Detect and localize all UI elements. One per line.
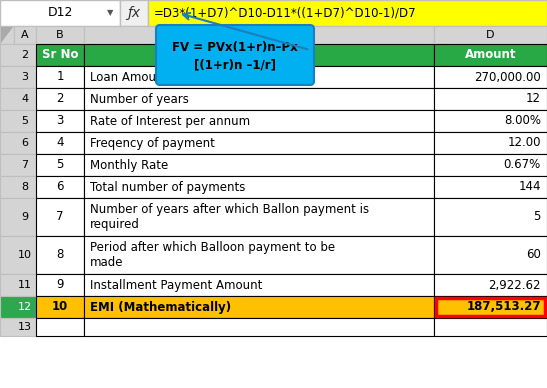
FancyBboxPatch shape — [36, 132, 84, 154]
FancyBboxPatch shape — [36, 198, 84, 236]
FancyBboxPatch shape — [84, 318, 434, 336]
Text: 12.00: 12.00 — [508, 137, 541, 149]
FancyBboxPatch shape — [434, 110, 547, 132]
FancyBboxPatch shape — [0, 0, 120, 26]
Text: Installment Payment Amount: Installment Payment Amount — [90, 279, 263, 291]
Text: FV = PVx(1+r)n–Px: FV = PVx(1+r)n–Px — [172, 40, 298, 54]
FancyBboxPatch shape — [84, 274, 434, 296]
FancyBboxPatch shape — [84, 66, 434, 88]
Text: D12: D12 — [47, 7, 73, 19]
Text: ƒx: ƒx — [127, 6, 141, 20]
FancyBboxPatch shape — [36, 318, 84, 336]
FancyBboxPatch shape — [434, 66, 547, 88]
FancyBboxPatch shape — [0, 154, 36, 176]
Text: 6: 6 — [21, 138, 28, 148]
FancyBboxPatch shape — [120, 0, 148, 26]
Text: 60: 60 — [526, 248, 541, 262]
Text: 7: 7 — [21, 160, 28, 170]
FancyBboxPatch shape — [36, 66, 84, 88]
Text: Amount: Amount — [465, 48, 516, 62]
Text: Total number of payments: Total number of payments — [90, 180, 246, 194]
FancyBboxPatch shape — [0, 88, 36, 110]
FancyBboxPatch shape — [84, 132, 434, 154]
FancyBboxPatch shape — [156, 25, 314, 85]
Text: 4: 4 — [56, 137, 64, 149]
Text: 270,000.00: 270,000.00 — [474, 71, 541, 83]
FancyBboxPatch shape — [84, 176, 434, 198]
Text: 11: 11 — [18, 280, 32, 290]
FancyBboxPatch shape — [434, 296, 547, 318]
Text: [(1+r)n –1/r]: [(1+r)n –1/r] — [194, 59, 276, 71]
FancyBboxPatch shape — [434, 274, 547, 296]
Text: Rate of Interest per annum: Rate of Interest per annum — [90, 114, 250, 128]
Text: Particulars: Particulars — [223, 48, 295, 62]
FancyBboxPatch shape — [14, 26, 36, 44]
FancyBboxPatch shape — [36, 274, 84, 296]
Text: 10: 10 — [18, 250, 32, 260]
Text: 9: 9 — [56, 279, 64, 291]
FancyBboxPatch shape — [434, 318, 547, 336]
FancyBboxPatch shape — [434, 198, 547, 236]
Text: 5: 5 — [534, 211, 541, 223]
FancyBboxPatch shape — [0, 236, 36, 274]
Text: 12: 12 — [18, 302, 32, 312]
FancyBboxPatch shape — [84, 296, 434, 318]
Text: 144: 144 — [519, 180, 541, 194]
Text: 8.00%: 8.00% — [504, 114, 541, 128]
Text: 10: 10 — [52, 300, 68, 314]
Text: 2: 2 — [21, 50, 28, 60]
FancyBboxPatch shape — [36, 44, 84, 66]
Text: Sr No: Sr No — [42, 48, 78, 62]
FancyBboxPatch shape — [0, 132, 36, 154]
FancyBboxPatch shape — [84, 44, 434, 66]
FancyBboxPatch shape — [148, 0, 547, 26]
Text: =D3*(1+D7)^D10-D11*((1+D7)^D10-1)/D7: =D3*(1+D7)^D10-D11*((1+D7)^D10-1)/D7 — [154, 7, 417, 19]
FancyBboxPatch shape — [36, 154, 84, 176]
Text: EMI (Mathematically): EMI (Mathematically) — [90, 300, 231, 314]
FancyBboxPatch shape — [434, 132, 547, 154]
FancyBboxPatch shape — [36, 110, 84, 132]
Text: A: A — [21, 30, 29, 40]
FancyBboxPatch shape — [0, 176, 36, 198]
Text: Number of years after which Ballon payment is
required: Number of years after which Ballon payme… — [90, 203, 369, 231]
Text: 187,513.27: 187,513.27 — [467, 300, 541, 314]
FancyBboxPatch shape — [0, 274, 36, 296]
FancyBboxPatch shape — [36, 236, 84, 274]
FancyBboxPatch shape — [434, 176, 547, 198]
FancyBboxPatch shape — [84, 236, 434, 274]
FancyBboxPatch shape — [434, 236, 547, 274]
FancyBboxPatch shape — [0, 26, 14, 44]
Text: ▼: ▼ — [107, 9, 113, 17]
Text: 5: 5 — [21, 116, 28, 126]
FancyBboxPatch shape — [84, 154, 434, 176]
FancyBboxPatch shape — [0, 110, 36, 132]
FancyBboxPatch shape — [36, 26, 84, 44]
Text: Monthly Rate: Monthly Rate — [90, 159, 168, 171]
Text: 13: 13 — [18, 322, 32, 332]
FancyBboxPatch shape — [434, 88, 547, 110]
Text: Loan Amount Approved: Loan Amount Approved — [90, 71, 229, 83]
FancyBboxPatch shape — [84, 110, 434, 132]
Text: 7: 7 — [56, 211, 64, 223]
FancyBboxPatch shape — [84, 88, 434, 110]
Text: 9: 9 — [21, 212, 28, 222]
FancyBboxPatch shape — [84, 198, 434, 236]
Text: 3: 3 — [21, 72, 28, 82]
Text: Freqency of payment: Freqency of payment — [90, 137, 215, 149]
Text: 1: 1 — [56, 71, 64, 83]
FancyBboxPatch shape — [0, 318, 36, 336]
FancyBboxPatch shape — [0, 66, 36, 88]
FancyBboxPatch shape — [434, 44, 547, 66]
FancyBboxPatch shape — [434, 154, 547, 176]
FancyBboxPatch shape — [36, 176, 84, 198]
Text: Number of years: Number of years — [90, 92, 189, 106]
Polygon shape — [1, 27, 13, 43]
Text: 6: 6 — [56, 180, 64, 194]
Text: C: C — [255, 30, 263, 40]
Text: D: D — [486, 30, 494, 40]
FancyBboxPatch shape — [84, 26, 434, 44]
FancyBboxPatch shape — [0, 44, 36, 66]
Text: 2,922.62: 2,922.62 — [488, 279, 541, 291]
FancyBboxPatch shape — [0, 198, 36, 236]
